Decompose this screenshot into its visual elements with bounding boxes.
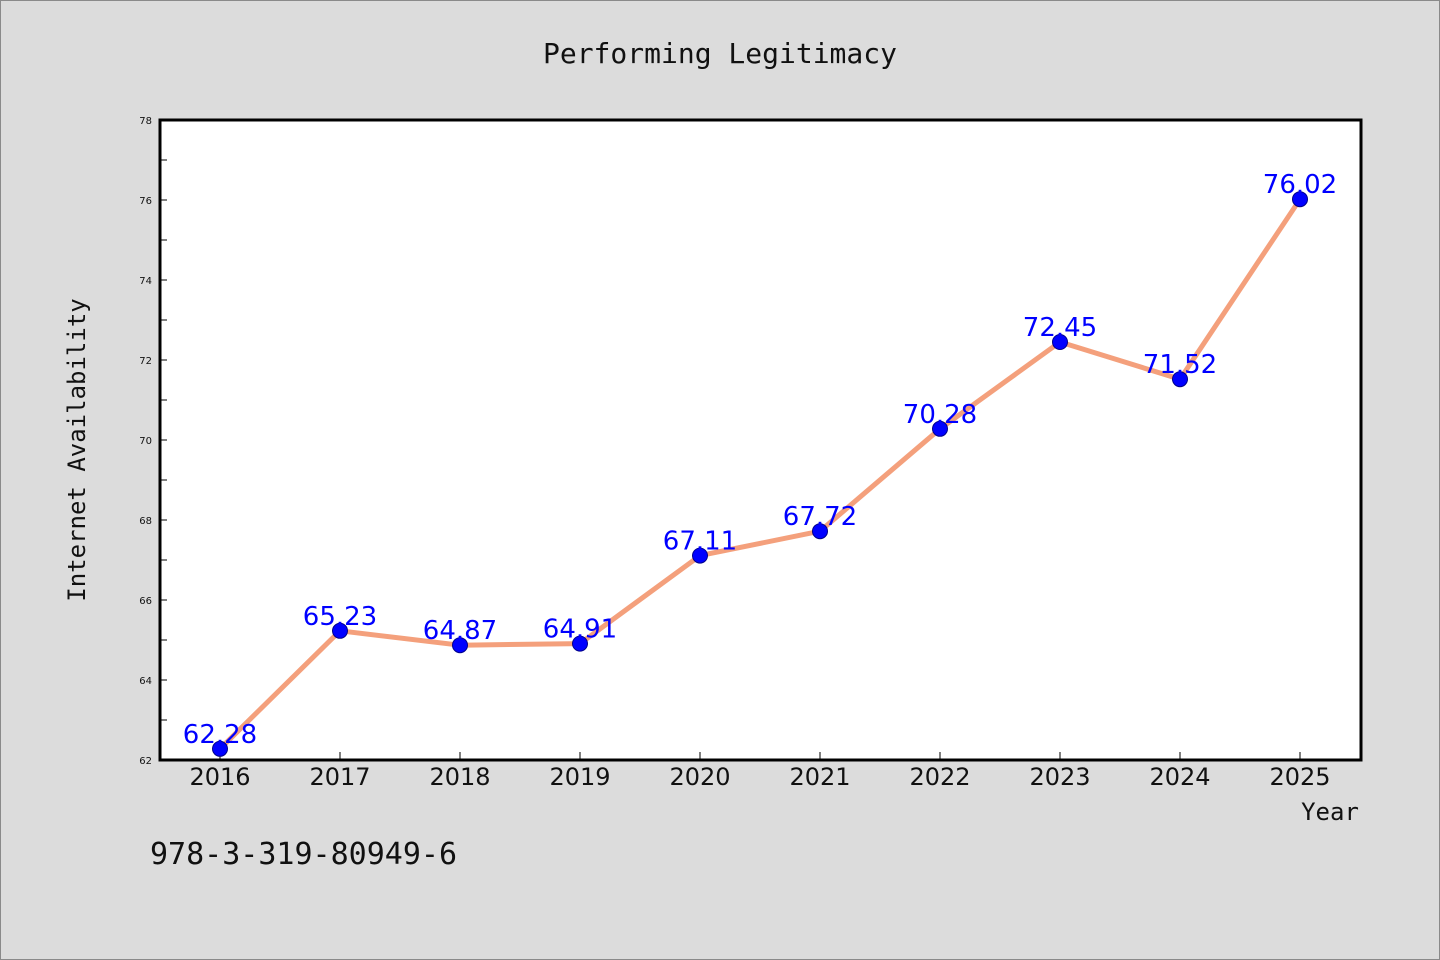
y-tick-label: 68 <box>139 516 152 527</box>
data-label: 65.23 <box>303 602 377 632</box>
plot-border <box>158 118 1363 762</box>
data-point <box>572 635 588 652</box>
y-tick-label: 70 <box>139 436 152 447</box>
y-tick-label: 74 <box>139 276 152 287</box>
y-tick-label: 64 <box>139 676 152 687</box>
series-markers <box>212 191 1308 757</box>
x-tick-label: 2021 <box>789 763 850 791</box>
x-tick-label: 2020 <box>669 763 730 791</box>
data-point <box>1172 371 1188 388</box>
y-tick-label: 62 <box>139 756 152 767</box>
data-point <box>932 420 948 437</box>
data-label: 67.11 <box>663 527 737 557</box>
x-tick-label: 2024 <box>1149 763 1210 791</box>
data-label: 62.28 <box>183 720 257 750</box>
data-point <box>212 740 228 757</box>
x-tick-label: 2017 <box>309 763 370 791</box>
data-label: 72.45 <box>1023 313 1097 343</box>
data-point <box>1052 334 1068 350</box>
y-tick-label: 66 <box>139 596 152 607</box>
x-axis-ticks: 2016 2017 2018 2019 2020 2021 2022 2023 2024 2025 <box>189 752 1331 791</box>
data-point <box>692 547 708 564</box>
data-point <box>1292 191 1308 208</box>
y-axis-label: Internet Availability <box>63 298 91 601</box>
data-point <box>812 523 828 540</box>
x-tick-label: 2023 <box>1029 763 1090 791</box>
y-tick-label: 76 <box>139 196 152 207</box>
plot-area <box>160 120 1361 760</box>
y-tick-label: 72 <box>139 356 152 367</box>
x-axis-label: Year <box>1301 798 1359 826</box>
x-tick-label: 2018 <box>429 763 490 791</box>
y-tick-label: 78 <box>139 116 152 127</box>
data-labels: 62.28 65.23 64.87 64.91 67.11 67.72 70.28 72.45… <box>183 170 1337 750</box>
data-label: 70.28 <box>903 400 977 430</box>
data-label: 71.52 <box>1143 350 1217 380</box>
data-label: 64.91 <box>543 615 617 645</box>
data-label: 67.72 <box>783 502 857 532</box>
x-tick-label: 2022 <box>909 763 970 791</box>
x-tick-label: 2025 <box>1269 763 1330 791</box>
data-label: 64.87 <box>423 616 497 646</box>
data-point <box>332 622 348 639</box>
data-point <box>452 637 468 654</box>
chart-title: Performing Legitimacy <box>543 37 897 70</box>
x-tick-label: 2016 <box>189 763 250 791</box>
isbn-text: 978-3-319-80949-6 <box>150 837 457 872</box>
series-line <box>218 197 1303 751</box>
data-label: 76.02 <box>1263 170 1337 200</box>
x-tick-label: 2019 <box>549 763 610 791</box>
